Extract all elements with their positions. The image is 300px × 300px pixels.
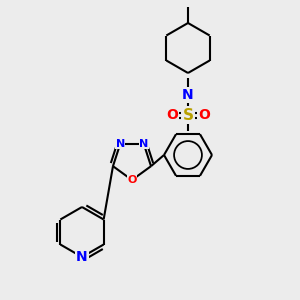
Text: N: N — [116, 139, 125, 149]
Text: N: N — [182, 88, 194, 102]
Text: S: S — [182, 107, 194, 122]
Text: O: O — [166, 108, 178, 122]
Text: N: N — [139, 139, 148, 149]
Text: N: N — [76, 250, 88, 264]
Text: O: O — [198, 108, 210, 122]
Text: O: O — [127, 175, 137, 185]
